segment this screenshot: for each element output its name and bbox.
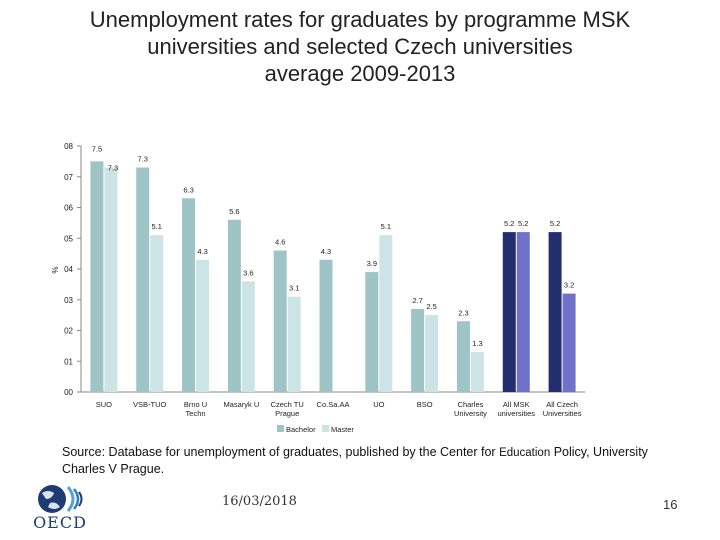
bar-master — [150, 235, 164, 392]
bar-bachelor — [502, 232, 516, 392]
data-label-master: 2.5 — [426, 302, 436, 311]
bar-bachelor — [548, 232, 562, 392]
data-label-master: 3.1 — [289, 284, 299, 293]
legend-swatch-master — [322, 425, 329, 432]
x-tick-label: Masaryk U — [223, 400, 259, 409]
data-label-bachelor: 2.7 — [412, 296, 422, 305]
x-tick-label: All MSK — [503, 400, 530, 409]
bar-bachelor — [319, 259, 333, 392]
y-axis-label: % — [51, 266, 60, 273]
x-tick-label: SUO — [96, 400, 112, 409]
data-label-bachelor: 5.2 — [504, 219, 514, 228]
data-label-bachelor: 4.3 — [321, 247, 331, 256]
bar-bachelor — [227, 219, 241, 392]
x-tick-label: Prague — [275, 409, 299, 418]
data-label-master: 5.2 — [518, 219, 528, 228]
bar-master — [379, 235, 393, 392]
bar-master — [104, 167, 118, 392]
x-tick-label: Universities — [543, 409, 582, 418]
bar-master — [562, 293, 576, 392]
data-label-bachelor: 2.3 — [458, 308, 468, 317]
footer-date: 16/03/2018 — [222, 494, 297, 509]
y-tick-label: 05 — [64, 234, 73, 243]
x-tick-label: Charles — [458, 400, 484, 409]
data-label-master: 3.2 — [564, 281, 574, 290]
x-tick-label: Czech TU — [271, 400, 304, 409]
x-tick-label: Co.Sa.AA — [317, 400, 350, 409]
data-label-bachelor: 7.5 — [92, 144, 102, 153]
y-tick-label: 03 — [64, 296, 73, 305]
oecd-globe-icon — [38, 485, 83, 513]
data-label-master: 7.3 — [108, 164, 118, 173]
x-tick-label: All Czech — [546, 400, 578, 409]
bar-master — [425, 315, 439, 392]
chart-title-line-1: Unemployment rates for graduates by prog… — [89, 7, 631, 32]
bar-master — [516, 232, 530, 392]
data-label-master: 5.1 — [381, 222, 391, 231]
source-note: Source: Database for unemployment of gra… — [62, 444, 682, 477]
bar-master — [470, 352, 484, 392]
y-tick-label: 06 — [64, 204, 73, 213]
bar-master — [196, 259, 210, 392]
bar-bachelor — [136, 167, 150, 392]
x-tick-label: universities — [498, 409, 536, 418]
bar-bachelor — [273, 250, 287, 392]
x-tick-label: UO — [373, 400, 384, 409]
legend-label-bachelor: Bachelor — [286, 425, 316, 434]
data-label-master: 5.1 — [152, 222, 162, 231]
data-label-master: 1.3 — [472, 339, 482, 348]
bar-bachelor — [411, 308, 425, 392]
data-label-bachelor: 3.9 — [367, 259, 377, 268]
data-label-bachelor: 5.6 — [229, 207, 239, 216]
source-text-2: Education — [499, 447, 551, 459]
data-label-bachelor: 7.3 — [138, 155, 148, 164]
oecd-logo-text: OECD — [33, 513, 87, 532]
x-tick-label: VSB-TUO — [133, 400, 167, 409]
oecd-logo: OECD — [30, 483, 90, 535]
bar-bachelor — [182, 198, 196, 392]
y-tick-label: 00 — [64, 388, 73, 397]
chart-title: Unemployment rates for graduates by prog… — [30, 6, 690, 87]
source-text-3: Policy, University Charles V Prague. — [62, 445, 648, 476]
data-label-bachelor: 6.3 — [183, 185, 193, 194]
bar-bachelor — [365, 272, 379, 392]
bar-master — [287, 296, 301, 392]
data-label-bachelor: 5.2 — [550, 219, 560, 228]
bar-bachelor — [456, 321, 470, 392]
y-tick-label: 02 — [64, 327, 73, 336]
data-label-master: 4.3 — [197, 247, 207, 256]
bar-bachelor — [90, 161, 104, 392]
y-tick-label: 07 — [64, 173, 73, 182]
page-number: 16 — [663, 497, 678, 512]
data-label-bachelor: 4.6 — [275, 238, 285, 247]
chart-title-line-3: average 2009-2013 — [264, 61, 456, 86]
y-tick-label: 04 — [64, 265, 73, 274]
y-tick-label: 08 — [64, 142, 73, 151]
legend-label-master: Master — [331, 425, 354, 434]
chart-title-line-2: universities and selected Czech universi… — [147, 34, 573, 59]
x-tick-label: University — [454, 409, 487, 418]
y-tick-label: 01 — [64, 357, 73, 366]
legend-swatch-bachelor — [277, 425, 284, 432]
x-tick-label: BSO — [417, 400, 433, 409]
x-tick-label: Brno U — [184, 400, 207, 409]
source-text-1: Source: Database for unemployment of gra… — [62, 445, 500, 459]
data-label-master: 3.6 — [243, 268, 253, 277]
bar-master — [241, 281, 255, 392]
x-tick-label: Techn — [186, 409, 206, 418]
